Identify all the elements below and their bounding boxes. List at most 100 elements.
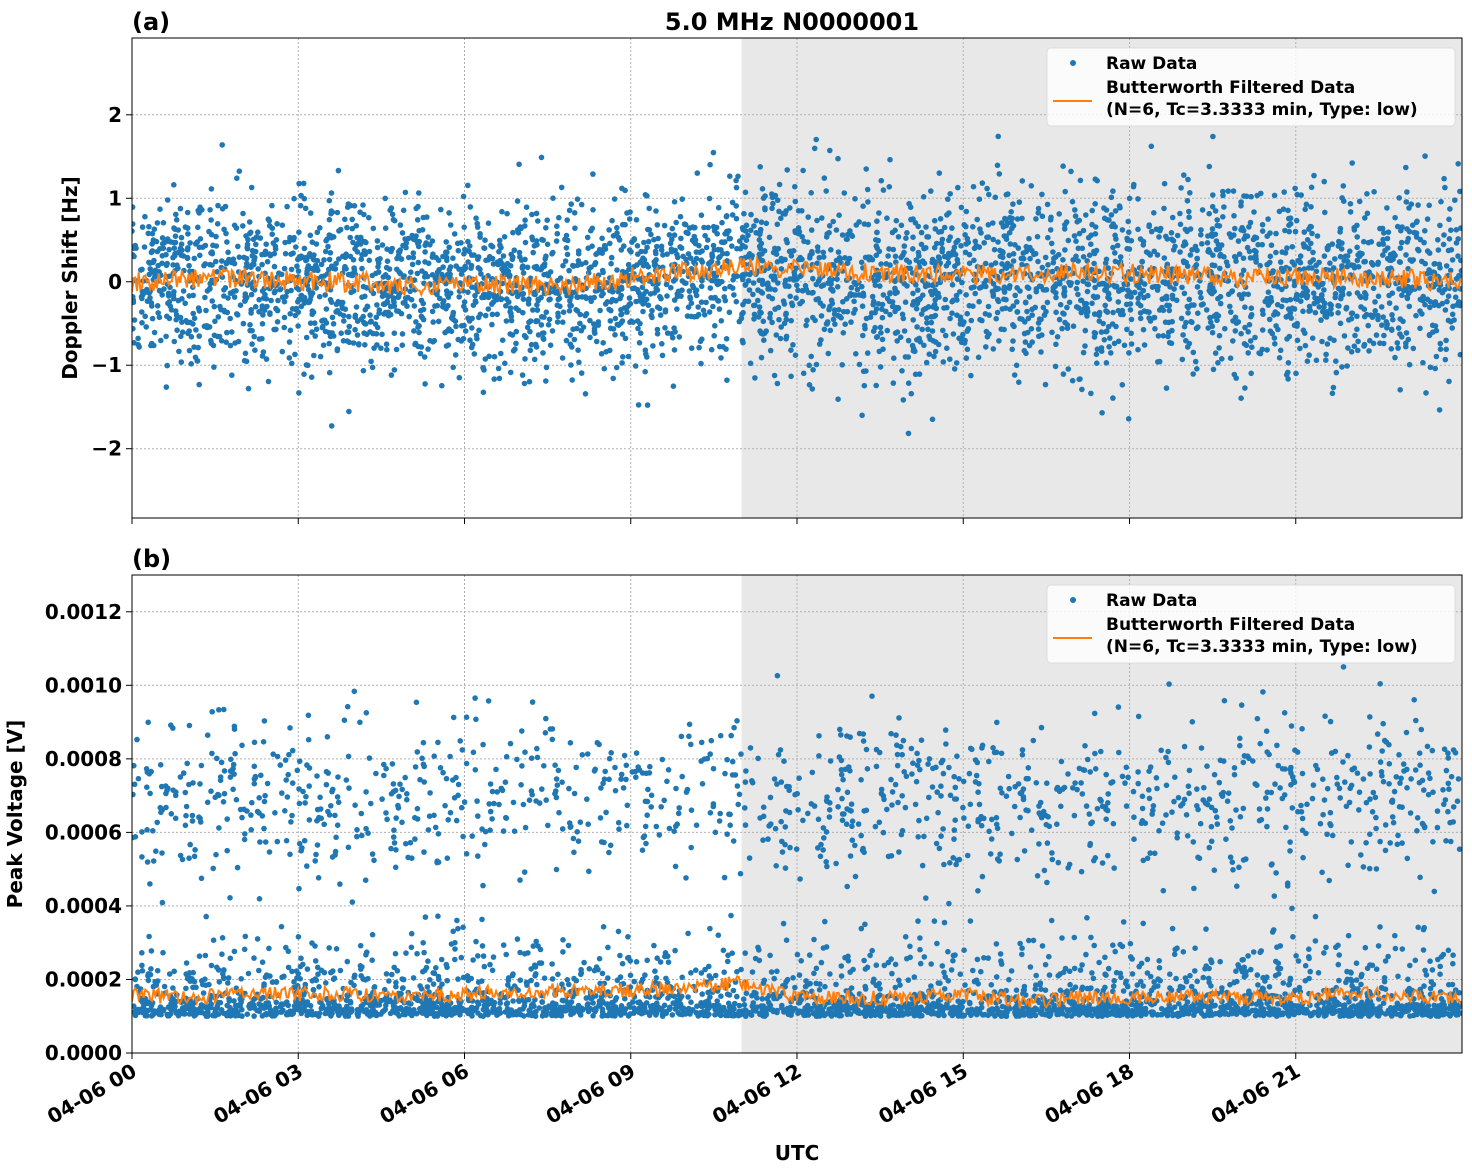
raw-data-point (196, 308, 203, 314)
raw-data-point (431, 812, 437, 819)
raw-data-point (951, 773, 957, 780)
raw-data-point (719, 219, 725, 226)
raw-data-point (708, 259, 714, 265)
raw-data-point (1432, 365, 1438, 372)
raw-data-point (864, 186, 871, 193)
raw-data-point (397, 222, 404, 228)
raw-data-point (954, 256, 961, 263)
raw-data-point (549, 328, 556, 334)
raw-data-point (720, 239, 727, 246)
raw-data-point (1245, 329, 1251, 335)
raw-data-point (1099, 410, 1105, 416)
raw-data-point (1083, 212, 1089, 218)
raw-data-point (373, 314, 380, 321)
raw-data-point (721, 294, 727, 300)
raw-data-point (897, 334, 904, 341)
raw-data-point (839, 362, 845, 368)
raw-data-point (1443, 337, 1449, 344)
raw-data-point (266, 218, 273, 224)
raw-data-point (1266, 316, 1273, 323)
raw-data-point (1259, 241, 1265, 248)
raw-data-point (825, 280, 831, 286)
raw-data-point (1406, 361, 1413, 368)
raw-data-point (322, 248, 329, 255)
raw-data-point (1265, 302, 1272, 308)
raw-data-point (1282, 227, 1288, 234)
raw-data-point (324, 236, 330, 242)
raw-data-point (1301, 229, 1308, 235)
raw-data-point (476, 327, 482, 334)
raw-data-point (1383, 319, 1390, 325)
raw-data-point (141, 244, 148, 250)
raw-data-point (374, 244, 381, 251)
raw-data-point (1242, 385, 1248, 391)
raw-data-point (823, 859, 829, 865)
raw-data-point (281, 265, 288, 272)
raw-data-point (1446, 236, 1453, 242)
raw-data-point (755, 297, 761, 304)
raw-data-point (1289, 259, 1296, 265)
raw-data-point (362, 306, 369, 313)
raw-data-point (636, 340, 643, 346)
raw-data-point (966, 999, 973, 1006)
y-tick-label: −2 (91, 437, 122, 461)
raw-data-point (724, 213, 730, 219)
raw-data-point (416, 190, 422, 196)
raw-data-point (1010, 201, 1016, 207)
raw-data-point (1329, 241, 1336, 247)
raw-data-point (1302, 342, 1309, 349)
raw-data-point (1127, 289, 1134, 296)
raw-data-point (274, 319, 281, 325)
raw-data-point (673, 785, 679, 792)
raw-data-point (1310, 257, 1316, 263)
raw-data-point (1247, 255, 1254, 261)
raw-data-point (861, 322, 868, 329)
raw-data-point (229, 329, 235, 335)
raw-data-point (1397, 316, 1403, 322)
raw-data-point (225, 249, 231, 256)
raw-data-point (1108, 350, 1114, 356)
raw-data-point (1427, 275, 1434, 282)
raw-data-point (212, 318, 218, 325)
raw-data-point (777, 335, 784, 342)
raw-data-point (336, 256, 342, 262)
raw-data-point (1248, 313, 1254, 320)
raw-data-point (924, 320, 930, 326)
raw-data-point (396, 269, 402, 275)
raw-data-point (1267, 253, 1274, 260)
raw-data-point (1220, 214, 1226, 220)
raw-data-point (522, 217, 528, 223)
raw-data-point (894, 338, 900, 344)
raw-data-point (262, 792, 268, 799)
raw-data-point (227, 774, 234, 780)
raw-data-point (543, 715, 549, 722)
raw-data-point (1285, 369, 1291, 376)
raw-data-point (473, 938, 479, 945)
raw-data-point (523, 334, 529, 341)
raw-data-point (797, 254, 804, 261)
raw-data-point (1054, 821, 1060, 827)
raw-data-point (1210, 192, 1216, 198)
raw-data-point (1377, 838, 1383, 845)
raw-data-point (248, 310, 254, 316)
raw-data-point (1161, 180, 1168, 187)
raw-data-point (286, 339, 293, 345)
raw-data-point (860, 332, 866, 339)
raw-data-point (425, 234, 432, 240)
raw-data-point (221, 293, 227, 299)
y-tick-label: 1 (108, 186, 122, 210)
raw-data-point (446, 210, 452, 216)
raw-data-point (316, 293, 323, 300)
raw-data-point (192, 847, 198, 853)
raw-data-point (679, 278, 686, 284)
raw-data-point (519, 372, 526, 378)
raw-data-point (1125, 218, 1131, 225)
raw-data-point (674, 306, 680, 312)
raw-data-point (487, 827, 493, 833)
raw-data-point (1449, 257, 1456, 263)
raw-data-point (535, 332, 542, 338)
raw-data-point (369, 851, 376, 857)
raw-data-point (132, 228, 135, 234)
raw-data-point (688, 300, 695, 307)
